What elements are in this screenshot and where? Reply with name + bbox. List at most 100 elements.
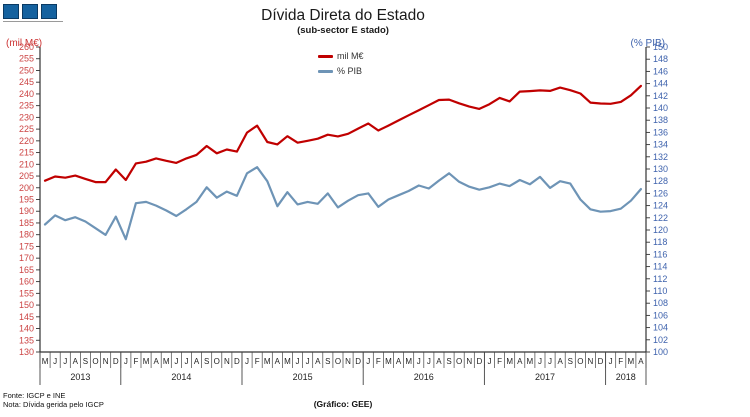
svg-text:132: 132 [653,152,668,162]
chart-subtitle: (sub-sector E stado) [297,25,389,36]
svg-text:S: S [204,357,209,366]
svg-text:136: 136 [653,127,668,137]
svg-text:140: 140 [653,103,668,113]
source-line: Fonte: IGCP e INE [3,391,66,400]
svg-text:235: 235 [19,101,34,111]
svg-text:150: 150 [653,42,668,52]
svg-text:104: 104 [653,323,668,333]
svg-text:2017: 2017 [535,372,555,382]
svg-text:122: 122 [653,213,668,223]
legend-label: % PIB [337,66,363,76]
svg-text:165: 165 [19,265,34,275]
series-line-mil-m- [43,84,643,184]
svg-text:2018: 2018 [616,372,636,382]
svg-text:D: D [113,357,119,366]
svg-text:J: J [417,357,421,366]
svg-text:255: 255 [19,54,34,64]
svg-text:S: S [83,357,88,366]
svg-text:A: A [557,357,563,366]
svg-text:180: 180 [19,230,34,240]
svg-text:175: 175 [19,241,34,251]
svg-text:J: J [245,357,249,366]
svg-text:124: 124 [653,201,668,211]
svg-text:J: J [609,357,613,366]
svg-text:150: 150 [19,300,34,310]
svg-text:112: 112 [653,274,667,284]
svg-text:225: 225 [19,124,34,134]
left-axis-unit-label: (mil M€) [6,38,43,49]
svg-text:230: 230 [19,112,34,122]
svg-text:A: A [153,357,159,366]
svg-text:245: 245 [19,77,34,87]
svg-text:210: 210 [19,159,34,169]
source-note: Fonte: IGCP e INE Nota: Dívida gerida pe… [3,391,104,409]
svg-text:M: M [405,357,412,366]
credit-label: (Gráfico: GEE) [313,399,373,409]
svg-text:M: M [628,357,635,366]
chart-title: Dívida Direta do Estado [261,7,425,24]
svg-text:155: 155 [19,288,34,298]
svg-text:N: N [224,357,230,366]
svg-text:J: J [296,357,300,366]
svg-text:M: M [264,357,271,366]
right-axis-unit-label: (% PIB) [630,38,665,49]
svg-text:A: A [638,357,644,366]
svg-text:185: 185 [19,218,34,228]
svg-text:130: 130 [653,164,668,174]
svg-text:J: J [366,357,370,366]
svg-text:M: M [506,357,513,366]
svg-text:148: 148 [653,54,668,64]
svg-text:F: F [255,357,260,366]
svg-text:M: M [163,357,170,366]
svg-text:2016: 2016 [414,372,434,382]
svg-text:J: J [427,357,431,366]
svg-text:140: 140 [19,324,34,334]
svg-text:N: N [466,357,472,366]
svg-text:250: 250 [19,65,34,75]
svg-text:A: A [194,357,200,366]
svg-text:102: 102 [653,335,668,345]
legend-item-mil-m-: mil M€ [318,51,364,61]
svg-text:M: M [527,357,534,366]
svg-text:200: 200 [19,183,34,193]
svg-text:144: 144 [653,79,668,89]
svg-text:240: 240 [19,89,34,99]
svg-text:S: S [568,357,573,366]
svg-text:S: S [446,357,451,366]
svg-text:M: M [284,357,291,366]
svg-text:120: 120 [653,225,668,235]
svg-text:116: 116 [653,249,667,259]
svg-text:205: 205 [19,171,34,181]
svg-text:O: O [456,357,462,366]
svg-text:2014: 2014 [171,372,191,382]
svg-text:O: O [577,357,583,366]
svg-text:F: F [497,357,502,366]
svg-text:190: 190 [19,206,34,216]
svg-text:138: 138 [653,115,668,125]
svg-text:J: J [63,357,67,366]
svg-text:J: J [306,357,310,366]
svg-text:2013: 2013 [70,372,90,382]
svg-text:M: M [385,357,392,366]
svg-text:J: J [124,357,128,366]
svg-text:N: N [588,357,594,366]
logo-underline [3,21,63,22]
svg-text:J: J [53,357,57,366]
svg-text:M: M [143,357,150,366]
svg-text:A: A [73,357,79,366]
svg-text:128: 128 [653,176,668,186]
svg-text:A: A [315,357,321,366]
legend-item--pib: % PIB [318,66,364,76]
svg-text:O: O [335,357,341,366]
legend-label: mil M€ [337,51,364,61]
logo-square [41,4,57,19]
svg-text:J: J [548,357,552,366]
svg-text:118: 118 [653,237,667,247]
svg-text:M: M [42,357,49,366]
svg-text:A: A [275,357,281,366]
svg-text:D: D [355,357,361,366]
svg-text:N: N [345,357,351,366]
svg-text:110: 110 [653,286,667,296]
